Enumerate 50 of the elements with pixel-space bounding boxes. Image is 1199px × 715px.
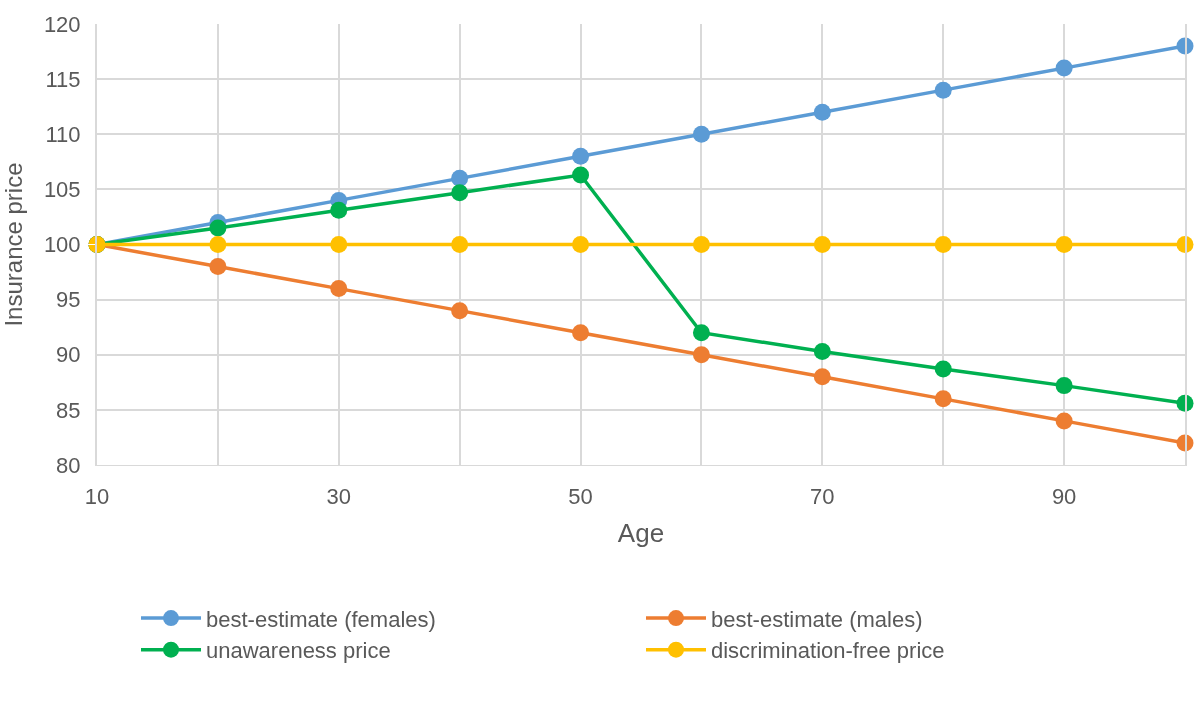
point bbox=[1055, 377, 1073, 395]
point bbox=[934, 360, 952, 378]
point bbox=[451, 169, 469, 187]
point bbox=[934, 81, 952, 99]
legend-label: discrimination-free price bbox=[711, 638, 945, 664]
x-tick-label: 70 bbox=[810, 484, 835, 510]
point bbox=[572, 166, 590, 184]
y-tick-label: 120 bbox=[43, 11, 81, 37]
point bbox=[209, 236, 227, 253]
point bbox=[209, 258, 227, 276]
x-tick-label: 90 bbox=[1051, 484, 1077, 510]
y-tick-label: 90 bbox=[56, 342, 81, 368]
point bbox=[692, 324, 710, 342]
point bbox=[934, 390, 952, 408]
x-tick-label: 10 bbox=[84, 484, 110, 510]
x-axis-title: Age bbox=[617, 518, 665, 549]
legend-label: unawareness price bbox=[206, 638, 391, 664]
point bbox=[813, 103, 831, 121]
x-tick-label: 30 bbox=[326, 484, 352, 510]
point bbox=[692, 236, 710, 253]
legend-label: best-estimate (females) bbox=[206, 606, 436, 632]
y-tick-label: 80 bbox=[56, 452, 81, 478]
point bbox=[692, 125, 710, 143]
point bbox=[1055, 236, 1073, 253]
point bbox=[330, 236, 348, 253]
y-tick-label: 95 bbox=[56, 287, 81, 313]
y-tick-label: 110 bbox=[45, 121, 81, 147]
y-tick-label: 100 bbox=[43, 232, 81, 258]
point bbox=[451, 302, 469, 320]
point bbox=[572, 324, 590, 342]
point bbox=[813, 342, 831, 360]
point bbox=[813, 236, 831, 253]
point bbox=[934, 236, 952, 253]
point bbox=[330, 201, 348, 219]
point bbox=[330, 280, 348, 298]
point bbox=[572, 147, 590, 165]
point bbox=[451, 184, 469, 202]
y-axis-title: Insurance price bbox=[0, 162, 27, 327]
y-tick-label: 105 bbox=[43, 177, 81, 203]
point bbox=[1055, 412, 1073, 430]
point bbox=[209, 219, 227, 237]
point bbox=[1055, 59, 1073, 77]
legend-label: best-estimate (males) bbox=[711, 606, 923, 632]
x-tick-label: 50 bbox=[568, 484, 593, 510]
point bbox=[572, 236, 590, 253]
point bbox=[692, 346, 710, 364]
point bbox=[813, 368, 831, 386]
y-tick-label: 115 bbox=[45, 66, 81, 92]
point bbox=[451, 236, 469, 253]
y-tick-label: 85 bbox=[56, 397, 81, 423]
